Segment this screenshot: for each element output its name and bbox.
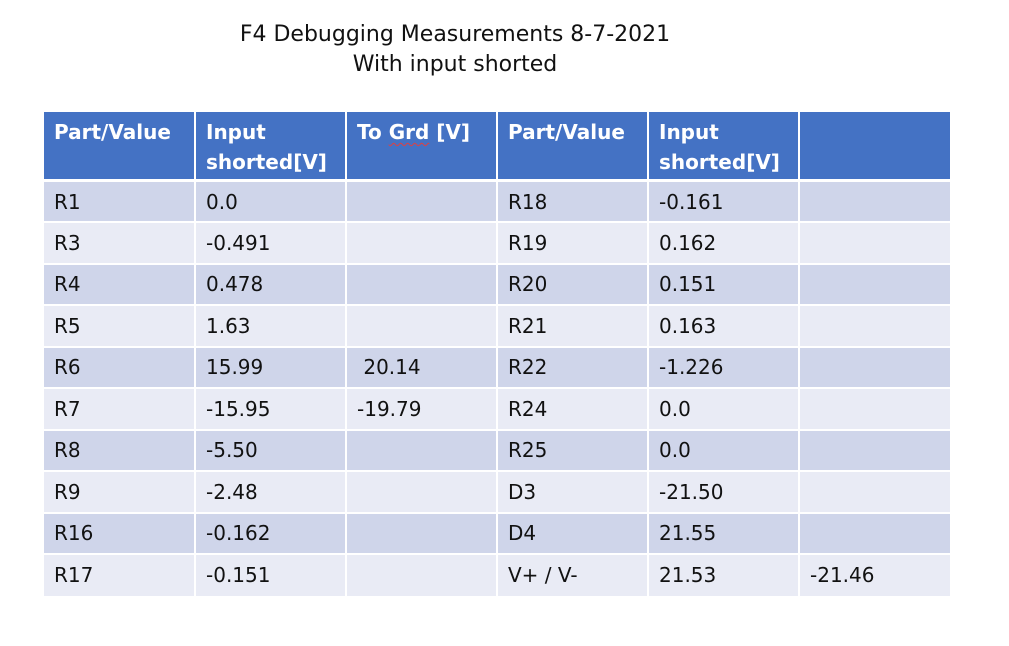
header-part-value-2: Part/Value [496, 112, 648, 182]
header-row: Part/Value Input shorted[V] To Grd [V] P… [44, 112, 950, 182]
cell-part: R6 [44, 345, 195, 388]
cell-input: 0.478 [194, 262, 346, 305]
header-extra [798, 112, 950, 182]
header-to-grd-word1: To [357, 120, 382, 144]
cell-part: R7 [44, 387, 195, 430]
cell-extra [798, 345, 950, 388]
cell-part-2: R19 [496, 221, 648, 264]
cell-part: R1 [44, 179, 195, 222]
cell-input: -0.151 [194, 553, 346, 596]
table-row: R16 -0.162 D4 21.55 [44, 511, 950, 554]
cell-part-2: R24 [496, 387, 648, 430]
cell-to-grd [345, 179, 497, 222]
cell-part-2: D4 [496, 511, 648, 554]
cell-part-2: V+ / V- [496, 553, 648, 596]
slide-title: F4 Debugging Measurements 8-7-2021 With … [0, 20, 910, 80]
table-row: R7 -15.95 -19.79 R24 0.0 [44, 387, 950, 430]
header-input-shorted-2: Input shorted[V] [647, 112, 799, 182]
table-row: R8 -5.50 R25 0.0 [44, 428, 950, 471]
cell-input: 0.0 [194, 179, 346, 222]
cell-extra [798, 304, 950, 347]
cell-part-2: R20 [496, 262, 648, 305]
cell-input: -2.48 [194, 470, 346, 513]
cell-part: R3 [44, 221, 195, 264]
measurements-table: Part/Value Input shorted[V] To Grd [V] P… [44, 112, 950, 596]
cell-to-grd [345, 511, 497, 554]
cell-part-2: R21 [496, 304, 648, 347]
cell-input-2: 0.163 [647, 304, 799, 347]
cell-part: R4 [44, 262, 195, 305]
cell-to-grd [345, 553, 497, 596]
cell-input-2: 21.55 [647, 511, 799, 554]
cell-extra [798, 511, 950, 554]
table-row: R1 0.0 R18 -0.161 [44, 179, 950, 222]
cell-to-grd [345, 262, 497, 305]
cell-part-2: R25 [496, 428, 648, 471]
cell-to-grd [345, 304, 497, 347]
header-to-grd: To Grd [V] [345, 112, 497, 182]
cell-input: -15.95 [194, 387, 346, 430]
cell-input-2: 0.162 [647, 221, 799, 264]
cell-to-grd: -19.79 [345, 387, 497, 430]
cell-extra [798, 428, 950, 471]
cell-input-2: 0.0 [647, 428, 799, 471]
header-to-grd-word3: [V] [436, 120, 471, 144]
cell-to-grd [345, 428, 497, 471]
cell-input-2: 0.151 [647, 262, 799, 305]
cell-extra [798, 387, 950, 430]
cell-to-grd [345, 470, 497, 513]
cell-extra [798, 179, 950, 222]
cell-input: -0.162 [194, 511, 346, 554]
cell-input-2: 0.0 [647, 387, 799, 430]
table-row: R9 -2.48 D3 -21.50 [44, 470, 950, 513]
cell-part: R17 [44, 553, 195, 596]
cell-part: R9 [44, 470, 195, 513]
cell-extra [798, 262, 950, 305]
cell-input: 15.99 [194, 345, 346, 388]
cell-input-2: 21.53 [647, 553, 799, 596]
cell-extra: -21.46 [798, 553, 950, 596]
header-part-value: Part/Value [44, 112, 195, 182]
table-row: R6 15.99 20.14 R22 -1.226 [44, 345, 950, 388]
cell-input-2: -1.226 [647, 345, 799, 388]
cell-input: -0.491 [194, 221, 346, 264]
cell-input: -5.50 [194, 428, 346, 471]
table-body: R1 0.0 R18 -0.161 R3 -0.491 R19 0.162 R4… [44, 179, 950, 596]
cell-part: R5 [44, 304, 195, 347]
cell-to-grd: 20.14 [345, 345, 497, 388]
cell-part-2: D3 [496, 470, 648, 513]
cell-to-grd [345, 221, 497, 264]
header-to-grd-word2: Grd [388, 120, 430, 144]
cell-part-2: R18 [496, 179, 648, 222]
cell-extra [798, 221, 950, 264]
cell-input-2: -21.50 [647, 470, 799, 513]
cell-input: 1.63 [194, 304, 346, 347]
title-line-1: F4 Debugging Measurements 8-7-2021 [239, 22, 671, 47]
cell-extra [798, 470, 950, 513]
cell-part: R16 [44, 511, 195, 554]
table-row: R17 -0.151 V+ / V- 21.53 -21.46 [44, 553, 950, 596]
cell-part-2: R22 [496, 345, 648, 388]
table-row: R3 -0.491 R19 0.162 [44, 221, 950, 264]
cell-input-2: -0.161 [647, 179, 799, 222]
title-line-2: With input shorted [352, 52, 558, 77]
cell-part: R8 [44, 428, 195, 471]
header-input-shorted: Input shorted[V] [194, 112, 346, 182]
table-row: R4 0.478 R20 0.151 [44, 262, 950, 305]
table-row: R5 1.63 R21 0.163 [44, 304, 950, 347]
